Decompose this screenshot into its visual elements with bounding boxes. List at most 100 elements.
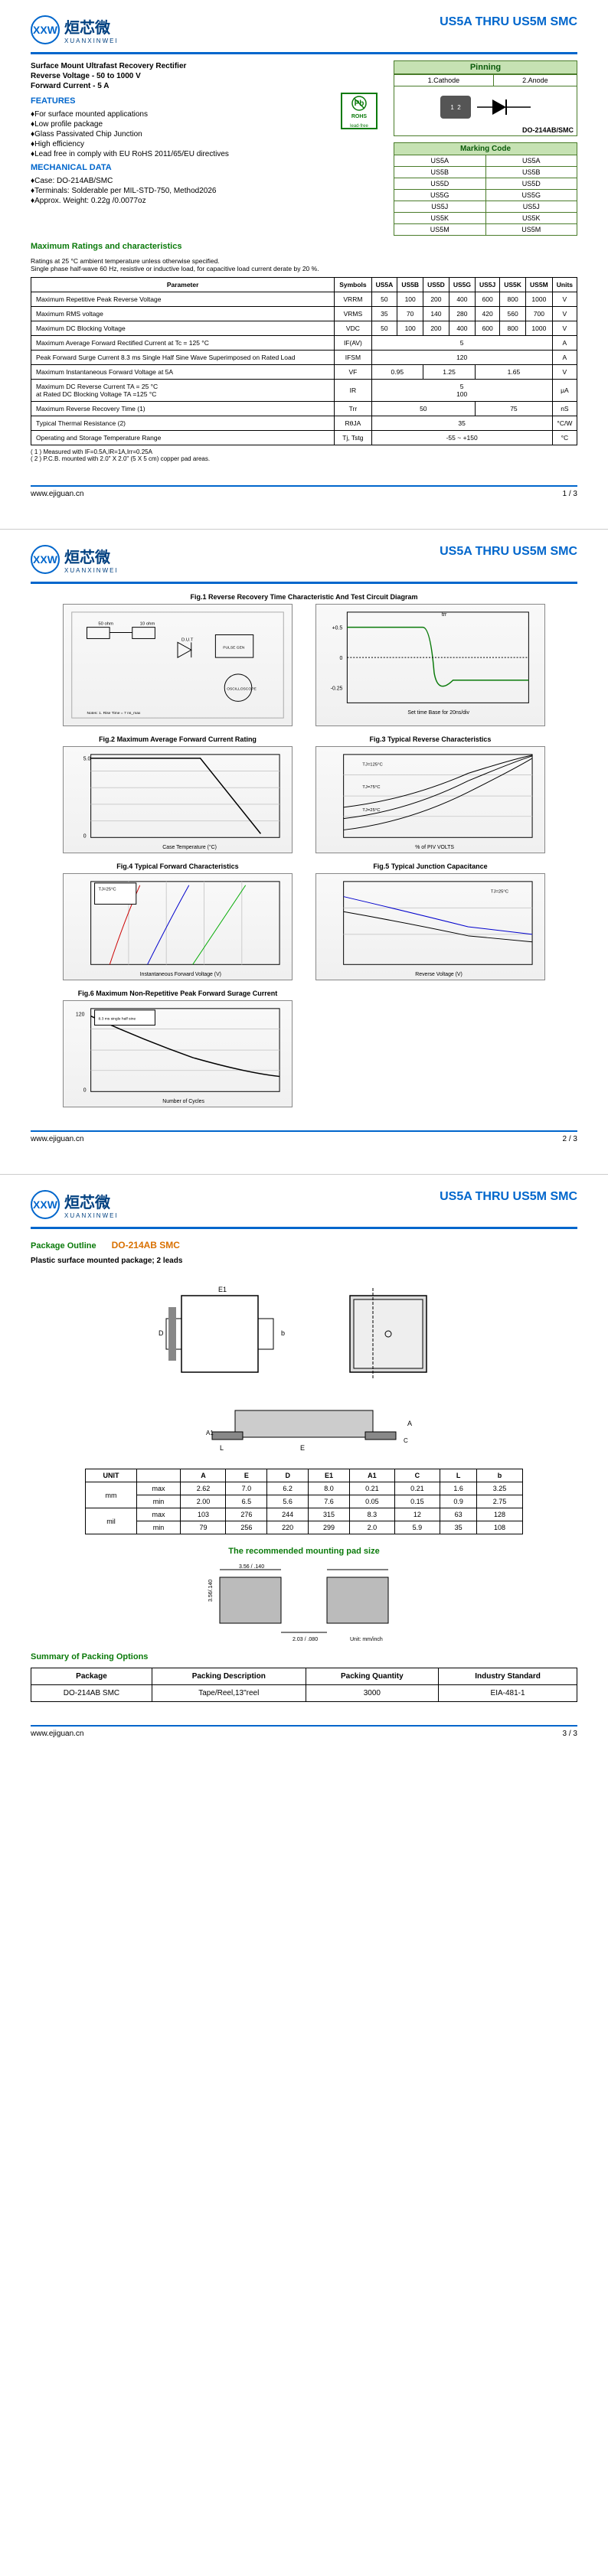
fig1-graph: +0.5 0 -0.25 trr Set time Base for 20ns/…: [315, 604, 545, 726]
table-row: min792562202992.05.935108: [86, 1521, 522, 1534]
part-title: US5A THRU US5M SMC: [440, 545, 577, 559]
header: XXW 烜芯微 XUANXINWEI US5A THRU US5M SMC: [31, 15, 577, 44]
feature-item: ♦Lead free in comply with EU RoHS 2011/6…: [31, 150, 331, 158]
svg-text:TJ=25°C: TJ=25°C: [362, 808, 381, 813]
dimensions-table: UNITAEDE1A1CLb mmmax2.627.06.28.00.210.2…: [85, 1469, 522, 1534]
mounting-pad: 3.56 / .140 3.56/.140 2.03 / .080 Unit: …: [31, 1562, 577, 1646]
table-row: Peak Forward Surge Current 8.3 ms Single…: [31, 351, 577, 365]
rohs-icon: Pb ROHS lead-free: [340, 92, 378, 130]
svg-text:OSCILLOSCOPE: OSCILLOSCOPE: [227, 687, 257, 692]
svg-text:TJ=75°C: TJ=75°C: [362, 785, 381, 790]
svg-text:0: 0: [83, 833, 87, 839]
svg-text:3.56/.140: 3.56/.140: [208, 1580, 214, 1602]
fig2-title: Fig.2 Maximum Average Forward Current Ra…: [63, 735, 293, 743]
footer-1: www.ejiguan.cn 1 / 3: [31, 485, 577, 498]
svg-text:Set time Base for 20ns/div: Set time Base for 20ns/div: [407, 710, 469, 716]
table-row: US5JUS5J: [394, 201, 577, 213]
fig2-chart: 5.0 0 Case Temperature (°C): [63, 746, 293, 853]
svg-text:120: 120: [76, 1012, 85, 1018]
svg-text:2.03 / .080: 2.03 / .080: [293, 1637, 318, 1642]
fig6-chart: 1200 8.3 ms single half sine Number of C…: [63, 1000, 293, 1107]
table-row: Maximum DC Reverse Current TA = 25 °C at…: [31, 380, 577, 402]
subtitle-2: Reverse Voltage - 50 to 1000 V: [31, 72, 378, 80]
marking-table: Marking Code US5AUS5AUS5BUS5BUS5DUS5DUS5…: [394, 142, 577, 236]
table-row: milmax1032762443158.31263128: [86, 1508, 522, 1521]
table-row: US5BUS5B: [394, 167, 577, 178]
svg-text:D: D: [159, 1329, 164, 1337]
svg-text:TJ=25°C: TJ=25°C: [491, 890, 509, 895]
svg-text:b: b: [281, 1329, 285, 1337]
svg-text:ROHS: ROHS: [351, 114, 368, 119]
part-title: US5A THRU US5M SMC: [440, 1190, 577, 1204]
svg-text:D.U.T: D.U.T: [181, 637, 194, 642]
svg-text:trr: trr: [442, 612, 447, 618]
table-row: min2.006.55.67.60.050.150.92.75: [86, 1495, 522, 1508]
footer-url: www.ejiguan.cn: [31, 490, 83, 498]
logo: XXW 烜芯微 XUANXINWEI: [31, 545, 119, 574]
svg-text:PULSE GEN: PULSE GEN: [223, 645, 245, 650]
table-row: Maximum Instantaneous Forward Voltage at…: [31, 365, 577, 380]
footer-3: www.ejiguan.cn 3 / 3: [31, 1725, 577, 1738]
pkg-outline-title: Package Outline: [31, 1241, 96, 1251]
table-row: Maximum Average Forward Rectified Curren…: [31, 336, 577, 351]
feature-item: ♦Low profile package: [31, 120, 331, 129]
brand-cn: 烜芯微: [64, 15, 119, 37]
feature-item: ♦High efficiency: [31, 140, 331, 148]
maxratings-title: Maximum Ratings and characteristics: [31, 242, 577, 251]
table-row: Maximum DC Blocking VoltageVDC5010020040…: [31, 321, 577, 336]
svg-text:A: A: [407, 1420, 412, 1427]
svg-text:Case Temperature (°C): Case Temperature (°C): [162, 844, 217, 850]
table-row: Operating and Storage Temperature RangeT…: [31, 431, 577, 445]
maxratings-note: Ratings at 25 °C ambient temperature unl…: [31, 257, 577, 272]
table-row: US5KUS5K: [394, 213, 577, 224]
feature-item: ♦Glass Passivated Chip Junction: [31, 130, 331, 139]
table-row: Maximum Reverse Recovery Time (1)Trr5075…: [31, 402, 577, 416]
pkg-desc: Plastic surface mounted package; 2 leads: [31, 1257, 577, 1265]
svg-text:C: C: [404, 1437, 408, 1444]
footer-2: www.ejiguan.cn 2 / 3: [31, 1130, 577, 1143]
part-title: US5A THRU US5M SMC: [440, 15, 577, 29]
mount-title: The recommended mounting pad size: [31, 1547, 577, 1556]
svg-text:Notes: 1. Rise Time = 7 ns_max: Notes: 1. Rise Time = 7 ns_max: [87, 711, 141, 716]
divider: [31, 52, 577, 54]
side-view: A E L C A1: [31, 1403, 577, 1456]
diode-symbol-icon: [477, 96, 531, 119]
packing-table: PackagePacking DescriptionPacking Quanti…: [31, 1668, 577, 1702]
mech-item: ♦Approx. Weight: 0.22g /0.0077oz: [31, 197, 331, 205]
svg-text:3.56 / .140: 3.56 / .140: [239, 1564, 264, 1570]
table-notes: ( 1 ) Measured with IF=0.5A,IR=1A,Irr=0.…: [31, 448, 577, 462]
svg-text:Unit: mm/inch: Unit: mm/inch: [350, 1637, 383, 1642]
svg-text:50 ohm: 50 ohm: [98, 622, 113, 627]
page-number: 2 / 3: [563, 1135, 577, 1143]
logo: XXW 烜芯微 XUANXINWEI: [31, 1190, 119, 1219]
mech-item: ♦Case: DO-214AB/SMC: [31, 177, 331, 185]
table-row: Maximum Repetitive Peak Reverse VoltageV…: [31, 292, 577, 307]
fig5-chart: TJ=25°C Reverse Voltage (V): [315, 873, 545, 980]
fig3-chart: TJ=125°C TJ=75°C TJ=25°C % of PIV VOLTS: [315, 746, 545, 853]
outline-drawings: D E1 b: [31, 1280, 577, 1387]
svg-text:10 ohm: 10 ohm: [140, 622, 155, 627]
page-3: XXW 烜芯微 XUANXINWEI US5A THRU US5M SMC Pa…: [0, 1174, 608, 1753]
subtitle-1: Surface Mount Ultrafast Recovery Rectifi…: [31, 62, 378, 70]
svg-text:L: L: [220, 1444, 224, 1452]
table-row: mmmax2.627.06.28.00.210.211.63.25: [86, 1482, 522, 1495]
fig4-title: Fig.4 Typical Forward Characteristics: [63, 862, 293, 870]
svg-text:5.0: 5.0: [83, 757, 91, 762]
features-title: FEATURES: [31, 96, 331, 106]
package-name: DO-214AB/SMC: [397, 126, 574, 134]
table-row: Maximum RMS voltageVRMS35701402804205607…: [31, 307, 577, 321]
page-2: XXW 烜芯微 XUANXINWEI US5A THRU US5M SMC Fi…: [0, 529, 608, 1159]
svg-text:0: 0: [83, 1087, 87, 1093]
svg-text:TJ=25°C: TJ=25°C: [99, 888, 117, 892]
svg-text:TJ=125°C: TJ=125°C: [362, 763, 383, 768]
page-number: 1 / 3: [563, 490, 577, 498]
svg-text:0: 0: [340, 656, 343, 661]
svg-text:lead-free: lead-free: [350, 124, 368, 129]
brand-en: XUANXINWEI: [64, 37, 119, 44]
feature-item: ♦For surface mounted applications: [31, 110, 331, 119]
svg-text:% of PIV VOLTS: % of PIV VOLTS: [415, 845, 454, 850]
table-row: DO-214AB SMCTape/Reel,13"reel3000EIA-481…: [31, 1685, 577, 1702]
logo: XXW 烜芯微 XUANXINWEI: [31, 15, 119, 44]
pinning-header: Pinning: [394, 60, 577, 74]
page-number: 3 / 3: [563, 1730, 577, 1738]
